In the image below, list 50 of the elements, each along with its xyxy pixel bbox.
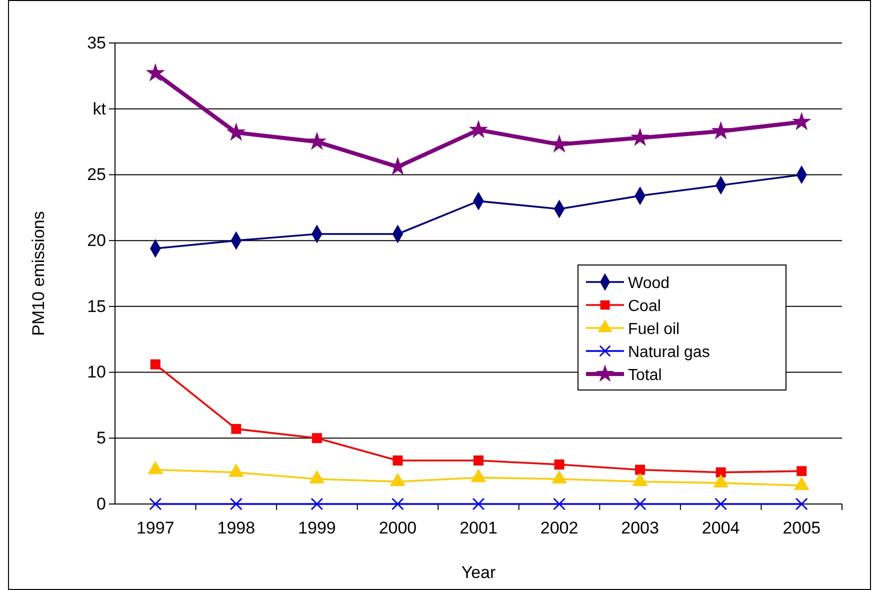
x-tick-label: 1998 xyxy=(217,518,256,538)
point xyxy=(793,113,810,130)
point xyxy=(392,456,403,466)
y-tick-label: 10 xyxy=(87,362,106,382)
x-tick-label: 2001 xyxy=(460,518,498,538)
point xyxy=(228,124,245,140)
point xyxy=(635,464,646,475)
point xyxy=(149,498,162,510)
point xyxy=(716,467,726,478)
point xyxy=(391,498,404,510)
legend-label: Coal xyxy=(628,298,661,315)
y-tick-label: 15 xyxy=(87,296,106,316)
point xyxy=(632,128,649,146)
point xyxy=(550,135,568,152)
y-tick-label: 35 xyxy=(87,33,106,52)
point xyxy=(150,359,160,370)
y-axis-title: PM10 emissions xyxy=(29,211,48,336)
legend-label: Fuel oil xyxy=(628,321,680,338)
point xyxy=(554,460,564,470)
point xyxy=(634,498,646,510)
x-tick-label: 2004 xyxy=(702,518,740,538)
x-tick-label: 2005 xyxy=(782,518,821,538)
x-tick-label: 1999 xyxy=(298,518,336,538)
x-tick-label: 2002 xyxy=(540,518,578,538)
y-tick-label: 5 xyxy=(96,428,106,448)
legend-label: Wood xyxy=(628,275,670,292)
point xyxy=(230,498,242,510)
point xyxy=(474,456,484,466)
point xyxy=(796,466,807,476)
point xyxy=(795,498,808,510)
legend-label: Total xyxy=(628,367,662,384)
y-tick-label: 0 xyxy=(96,494,106,514)
y-tick-label: 25 xyxy=(87,165,106,184)
point xyxy=(231,424,242,434)
x-tick-label: 2003 xyxy=(621,518,659,538)
x-tick-label: 2000 xyxy=(378,518,417,538)
x-tick-label: 1997 xyxy=(136,518,174,538)
point xyxy=(472,498,485,510)
y-tick-label: kt xyxy=(92,99,106,118)
point xyxy=(312,433,322,444)
point xyxy=(714,498,728,510)
point xyxy=(553,498,566,510)
point xyxy=(308,132,326,150)
point xyxy=(470,120,488,138)
x-axis-title: Year xyxy=(461,563,496,582)
point xyxy=(310,498,324,510)
point xyxy=(712,122,730,139)
legend-label: Natural gas xyxy=(628,344,710,361)
point xyxy=(146,64,164,81)
y-tick-label: 20 xyxy=(87,231,106,250)
